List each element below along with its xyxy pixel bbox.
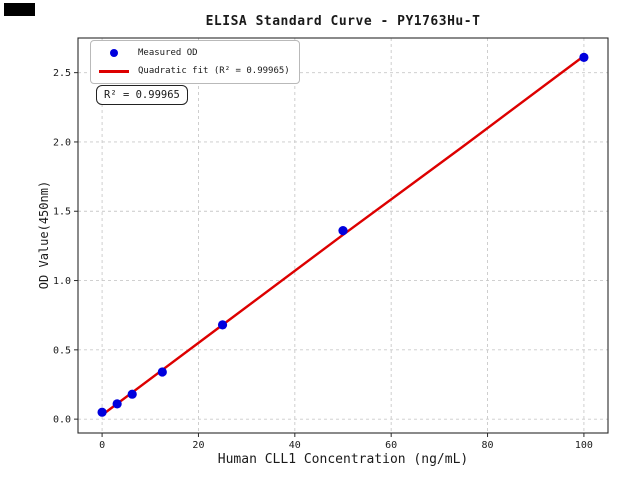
data-point	[97, 407, 107, 417]
data-point	[338, 226, 348, 236]
y-tick-label: 1.0	[53, 276, 71, 287]
x-tick-label: 80	[482, 440, 494, 451]
y-tick-label: 2.0	[53, 137, 71, 148]
x-tick-label: 20	[192, 440, 204, 451]
r-squared-annotation: R² = 0.99965	[96, 85, 188, 105]
legend-item-quadratic-fit: Quadratic fit (R² = 0.99965)	[99, 64, 290, 78]
data-point	[127, 389, 137, 399]
data-point	[579, 52, 589, 63]
legend-label-quadratic-fit: Quadratic fit (R² = 0.99965)	[138, 66, 290, 76]
legend-item-measured-od: Measured OD	[99, 46, 290, 60]
x-tick-label: 60	[385, 440, 397, 451]
x-tick-label: 40	[289, 440, 301, 451]
data-point	[112, 399, 122, 409]
scatter-marker-icon	[110, 49, 118, 57]
screen-artifact-black-rect	[4, 3, 35, 16]
x-tick-label: 100	[575, 440, 593, 451]
x-tick-label: 0	[99, 440, 105, 451]
y-tick-label: 2.5	[53, 68, 71, 79]
legend: Measured OD Quadratic fit (R² = 0.99965)	[90, 40, 300, 84]
y-tick-label: 0.0	[53, 415, 71, 426]
y-tick-label: 1.5	[53, 207, 71, 218]
legend-label-measured-od: Measured OD	[138, 48, 198, 58]
data-point	[217, 320, 228, 330]
plot-border	[77, 37, 609, 434]
y-axis-label: OD Value(450nm)	[37, 180, 51, 290]
chart-title: ELISA Standard Curve - PY1763Hu-T	[205, 14, 481, 29]
y-tick-label: 0.5	[53, 345, 71, 356]
line-marker-icon	[99, 69, 129, 73]
fit-line	[101, 55, 585, 416]
data-point	[157, 367, 167, 377]
x-axis-label: Human CLL1 Concentration (ng/mL)	[217, 452, 469, 467]
